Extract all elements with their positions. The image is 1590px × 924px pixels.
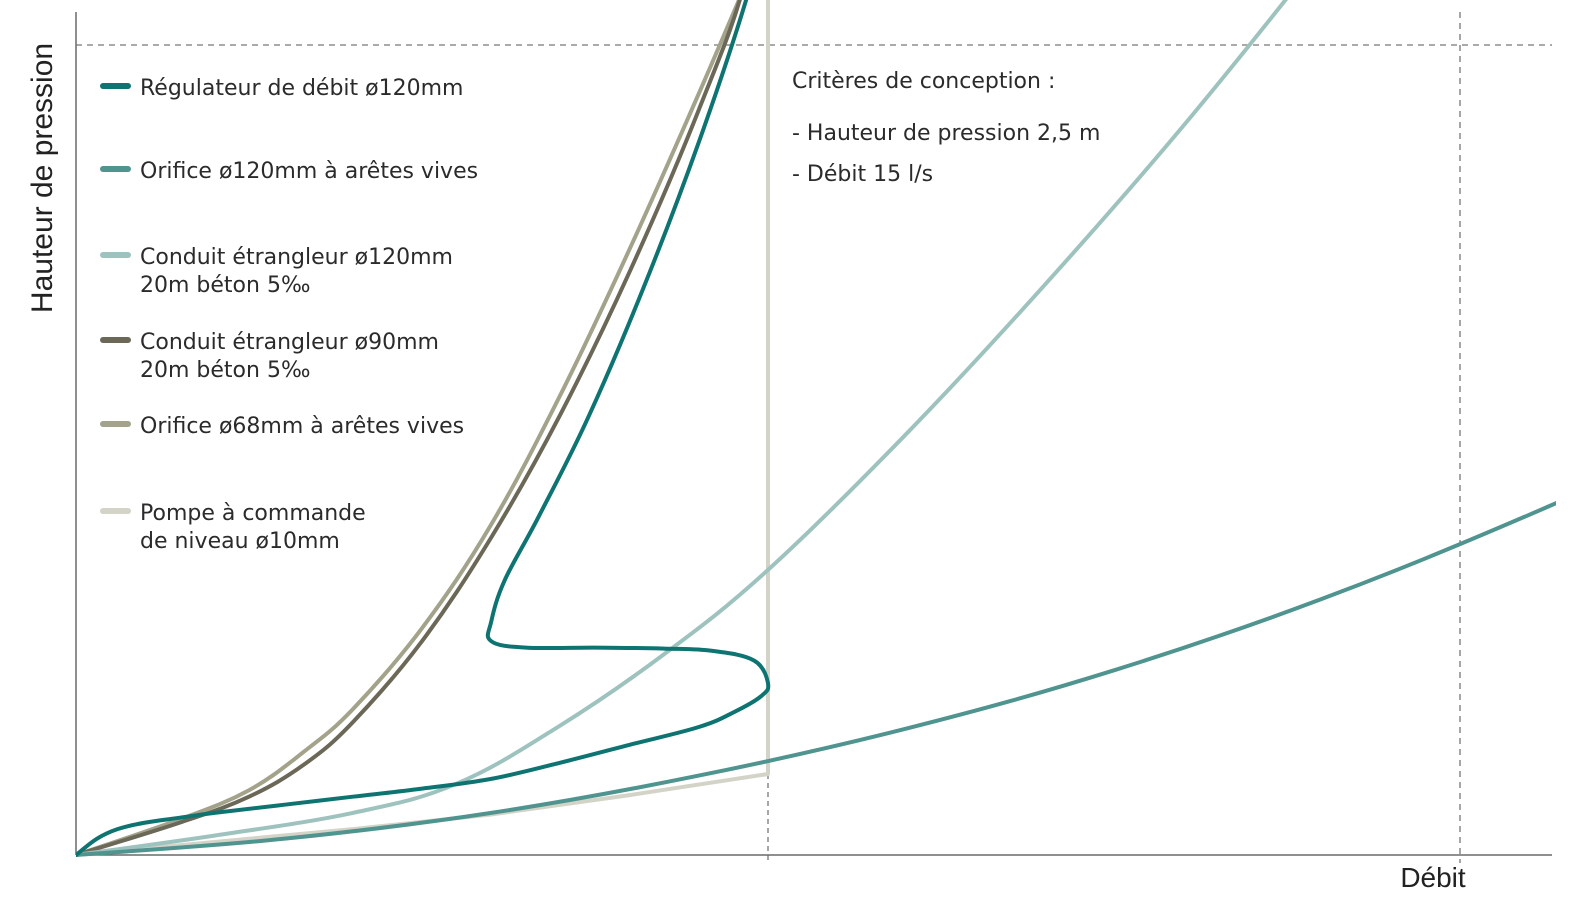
- legend-item-5: Orifice ø68mm à arêtes vives: [100, 414, 464, 439]
- legend-item-2: Orifice ø120mm à arêtes vives: [100, 159, 478, 184]
- legend-item-3: Conduit étrangleur ø120mm 20m béton 5‰: [100, 245, 453, 298]
- legend: Régulateur de débit ø120mm Orifice ø120mm…: [100, 76, 478, 554]
- legend-label: de niveau ø10mm: [140, 529, 340, 554]
- legend-label: Orifice ø68mm à arêtes vives: [140, 414, 464, 439]
- legend-label: Conduit étrangleur ø90mm: [140, 330, 439, 355]
- reference-lines: [76, 12, 1552, 863]
- series-lines: [76, 0, 1556, 857]
- annotation-title: Critères de conception :: [792, 69, 1055, 94]
- series-line-5: [76, 0, 742, 857]
- annotation-line-2: - Débit 15 l/s: [792, 162, 933, 187]
- legend-label: Pompe à commande: [140, 501, 366, 526]
- series-line-2: [76, 501, 1556, 857]
- annotation-line-1: - Hauteur de pression 2,5 m: [792, 121, 1100, 146]
- legend-item-6: Pompe à commande de niveau ø10mm: [100, 501, 366, 554]
- x-axis-label: Débit: [1400, 862, 1466, 893]
- y-axis-label: Hauteur de pression: [26, 43, 59, 313]
- legend-label: Conduit étrangleur ø120mm: [140, 245, 453, 270]
- series-line-4: [76, 0, 742, 857]
- series-line-3: [76, 0, 1289, 857]
- axes: [75, 12, 1552, 856]
- series-line-1: [76, 0, 771, 857]
- legend-item-1: Régulateur de débit ø120mm: [100, 76, 463, 101]
- legend-item-4: Conduit étrangleur ø90mm 20m béton 5‰: [100, 330, 439, 383]
- series-line-6: [76, 0, 771, 857]
- legend-label: Orifice ø120mm à arêtes vives: [140, 159, 478, 184]
- legend-label: Régulateur de débit ø120mm: [140, 76, 463, 101]
- legend-label: 20m béton 5‰: [140, 273, 310, 298]
- legend-label: 20m béton 5‰: [140, 358, 310, 383]
- design-criteria-annotation: Critères de conception : - Hauteur de pre…: [792, 69, 1100, 187]
